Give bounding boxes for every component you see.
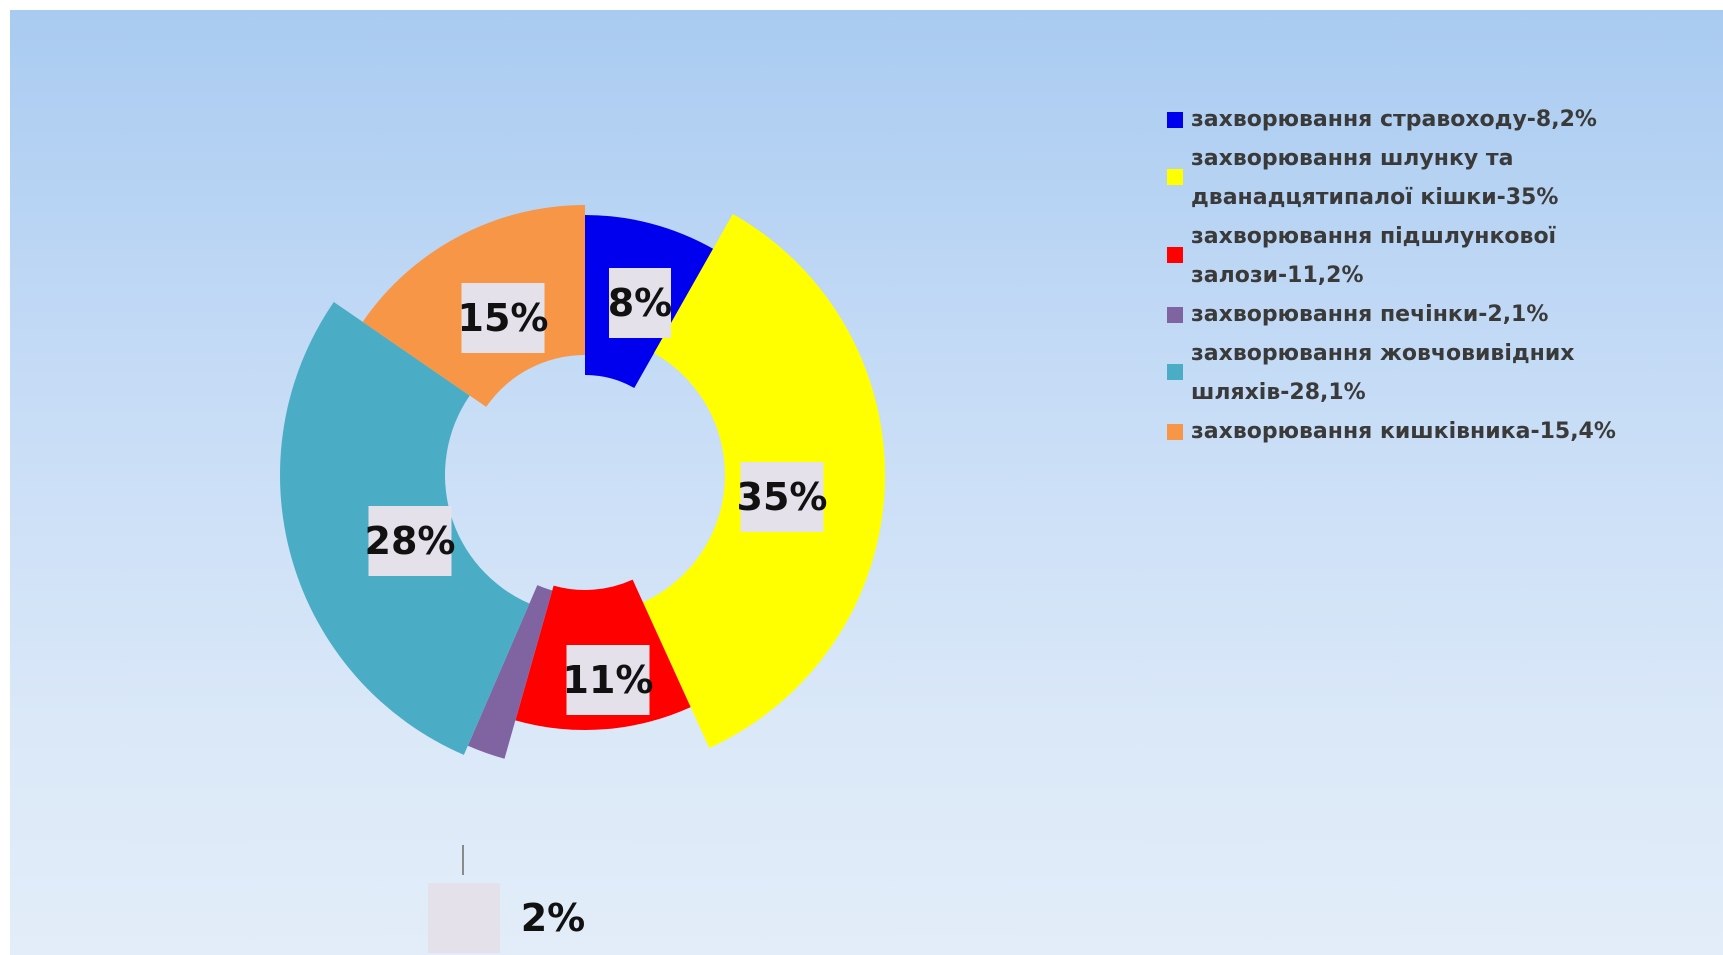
legend-item: захворювання шлунку та дванадцятипалої к… xyxy=(1165,139,1723,217)
data-label-2: 35% xyxy=(737,462,828,532)
legend-swatch xyxy=(1167,307,1183,323)
data-label-4: 2% xyxy=(428,883,585,953)
legend-item: захворювання підшлункової залози-11,2% xyxy=(1165,217,1723,295)
pie-slice-4 xyxy=(467,585,553,759)
data-label-5: 28% xyxy=(365,506,456,576)
legend-item: захворювання стравоходу-8,2% xyxy=(1165,100,1723,139)
legend-item: захворювання кишківника-15,4% xyxy=(1165,412,1723,451)
data-label-text: 15% xyxy=(458,296,549,340)
data-label-6: 15% xyxy=(458,283,549,353)
data-label-box xyxy=(609,268,671,338)
data-label-box xyxy=(566,645,650,715)
legend-swatch xyxy=(1167,169,1183,185)
data-label-box xyxy=(461,283,545,353)
data-label-box xyxy=(740,462,824,532)
data-label-1: 8% xyxy=(608,268,673,338)
legend-label: захворювання підшлункової залози-11,2% xyxy=(1191,224,1557,288)
data-label-box xyxy=(428,883,500,953)
legend-label: захворювання кишківника-15,4% xyxy=(1191,419,1616,444)
data-label-text: 35% xyxy=(737,475,828,519)
legend-label: захворювання печінки-2,1% xyxy=(1191,302,1549,327)
legend: захворювання стравоходу-8,2% захворювання… xyxy=(1165,100,1723,451)
legend-label: захворювання стравоходу-8,2% xyxy=(1191,107,1597,132)
legend-swatch xyxy=(1167,364,1183,380)
legend-label: захворювання шлунку та дванадцятипалої к… xyxy=(1191,146,1559,210)
data-label-3: 11% xyxy=(563,645,654,715)
data-label-text: 2% xyxy=(521,896,586,940)
legend-label: захворювання жовчовивідних шляхів-28,1% xyxy=(1191,341,1575,405)
legend-swatch xyxy=(1167,112,1183,128)
data-label-text: 28% xyxy=(365,519,456,563)
legend-item: захворювання печінки-2,1% xyxy=(1165,295,1723,334)
data-label-box xyxy=(368,506,452,576)
data-label-text: 11% xyxy=(563,658,654,702)
legend-swatch xyxy=(1167,424,1183,440)
data-label-text: 8% xyxy=(608,281,673,325)
legend-item: захворювання жовчовивідних шляхів-28,1% xyxy=(1165,334,1723,412)
legend-swatch xyxy=(1167,247,1183,263)
